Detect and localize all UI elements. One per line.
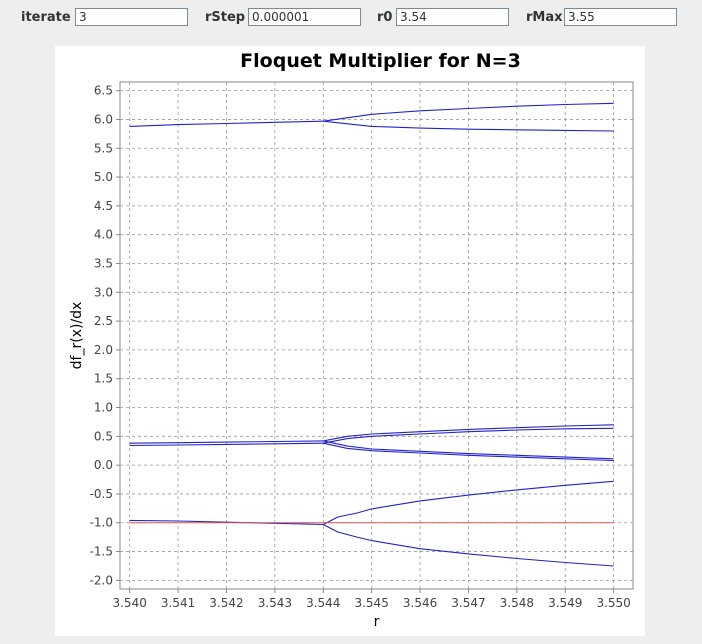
chart: Floquet Multiplier for N=33.540 3.541 3.54… xyxy=(69,50,634,630)
x-tick-label: 3.544 xyxy=(306,596,340,610)
r0-input[interactable] xyxy=(396,8,509,26)
rmax-input[interactable] xyxy=(564,8,677,26)
x-tick-label: 3.542 xyxy=(209,596,243,610)
y-tick-label: -1.0 xyxy=(90,516,113,530)
y-tick-label: -2.0 xyxy=(90,573,113,587)
y-tick-label: 5.5 xyxy=(94,141,113,155)
controls-toolbar: iterate rStep r0 rMax xyxy=(0,0,702,34)
series-line-7 xyxy=(323,427,614,444)
y-tick-label: 0.0 xyxy=(94,458,113,472)
iterate-label: iterate xyxy=(21,10,71,25)
rstep-input[interactable] xyxy=(248,8,361,26)
y-tick-label: 6.5 xyxy=(94,84,113,98)
x-tick-label: 3.547 xyxy=(451,596,485,610)
x-tick-label: 3.550 xyxy=(596,596,630,610)
y-tick-label: -1.5 xyxy=(90,545,113,559)
series-line-5 xyxy=(129,442,324,447)
y-tick-label: 5.0 xyxy=(94,170,113,184)
series-line-3 xyxy=(323,120,614,132)
series-line-9 xyxy=(323,442,614,462)
y-tick-label: 3.5 xyxy=(94,256,113,270)
chart-panel: Floquet Multiplier for N=3 3.540 3.541 3.54… xyxy=(55,46,645,636)
chart-title: Floquet Multiplier for N=3 xyxy=(240,50,521,72)
series-line-11 xyxy=(323,480,614,525)
x-tick-label: 3.545 xyxy=(354,596,388,610)
x-tick-label: 3.543 xyxy=(258,596,292,610)
y-tick-label: -0.5 xyxy=(90,487,113,501)
y-tick-label: 4.5 xyxy=(94,199,113,213)
series-line-8 xyxy=(323,440,614,460)
series-line-6 xyxy=(323,424,614,442)
y-tick-label: 3.0 xyxy=(94,285,113,299)
series-line-12 xyxy=(323,524,614,567)
series-line-1 xyxy=(129,120,324,127)
series-line-2 xyxy=(323,102,614,122)
x-tick-label: 3.540 xyxy=(112,596,146,610)
rmax-label: rMax xyxy=(526,10,563,25)
y-tick-label: 2.0 xyxy=(94,343,113,357)
plot-area xyxy=(119,81,634,590)
y-tick-label: 1.0 xyxy=(94,401,113,415)
y-tick-label: 4.0 xyxy=(94,228,113,242)
x-tick-label: 3.546 xyxy=(403,596,437,610)
iterate-input[interactable] xyxy=(75,8,188,26)
y-tick-label: 6.0 xyxy=(94,112,113,126)
y-tick-label: 0.5 xyxy=(94,429,113,443)
x-tick-label: 3.549 xyxy=(548,596,582,610)
rstep-label: rStep xyxy=(205,10,246,25)
y-tick-label: 1.5 xyxy=(94,372,113,386)
x-axis-label: r xyxy=(374,614,380,630)
y-tick-label: 2.5 xyxy=(94,314,113,328)
y-axis-label: df_r(x)/dx xyxy=(69,302,85,370)
x-tick-label: 3.541 xyxy=(161,596,195,610)
series-line-4 xyxy=(129,440,324,444)
r0-label: r0 xyxy=(377,10,393,25)
x-tick-label: 3.548 xyxy=(500,596,534,610)
